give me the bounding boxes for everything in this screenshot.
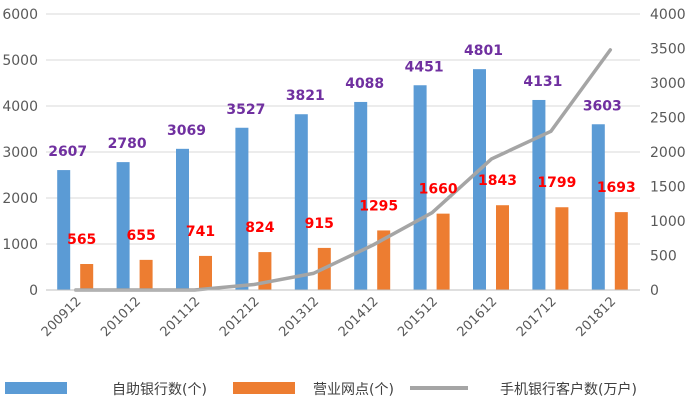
bar — [176, 148, 189, 290]
bar — [555, 207, 569, 290]
bar — [354, 101, 368, 291]
data-label: 4088 — [345, 76, 384, 92]
data-label: 3603 — [583, 98, 622, 114]
bar-series — [57, 69, 628, 291]
right-y-axis: 0 500 1000 1500 2000 2500 3000 3500 4000 — [650, 7, 686, 299]
data-label: 3821 — [286, 88, 325, 104]
bar — [496, 205, 509, 290]
data-label: 1660 — [419, 182, 458, 198]
data-labels: 2607 2780 3069 3527 3821 4088 4451 4801 4131 3603… — [48, 43, 636, 248]
legend-swatch — [233, 382, 295, 394]
y-right-tick-label: 1000 — [650, 214, 686, 230]
data-label: 565 — [67, 232, 96, 248]
y-left-tick-label: 3000 — [2, 145, 38, 161]
bar — [199, 255, 212, 290]
legend: 自助银行数(个) 营业网点(个) 手机银行客户数(万户) — [5, 381, 637, 398]
x-tick-label: 201712 — [514, 294, 560, 340]
data-label: 741 — [186, 224, 215, 240]
x-tick-label: 201112 — [158, 294, 204, 340]
bar — [413, 85, 427, 290]
x-tick-label: 200912 — [39, 294, 85, 340]
data-label: 655 — [126, 228, 155, 244]
bar — [139, 259, 153, 290]
left-y-axis: 0 1000 2000 3000 4000 5000 6000 — [2, 7, 38, 299]
data-label: 824 — [245, 220, 274, 236]
data-label: 1693 — [597, 180, 636, 196]
y-left-tick-label: 4000 — [2, 99, 38, 115]
y-right-tick-label: 0 — [650, 283, 659, 299]
bar — [294, 114, 308, 290]
bar — [57, 170, 71, 290]
y-left-tick-label: 6000 — [2, 7, 38, 23]
bar — [614, 212, 628, 290]
data-label: 1799 — [537, 175, 576, 191]
x-axis: 200912 201012 201112 201212 201312 201412 2015… — [39, 289, 640, 340]
legend-label: 自助银行数(个) — [112, 382, 207, 398]
y-right-tick-label: 4000 — [650, 7, 686, 23]
bar — [235, 127, 249, 291]
y-left-tick-label: 2000 — [2, 191, 38, 207]
y-left-tick-label: 5000 — [2, 53, 38, 69]
x-tick-label: 201012 — [98, 294, 144, 340]
data-label: 2607 — [48, 144, 87, 160]
bar — [532, 99, 546, 290]
legend-label: 手机银行客户数(万户) — [500, 381, 637, 398]
data-label: 4451 — [405, 59, 444, 75]
bar — [116, 162, 130, 290]
data-label: 915 — [305, 216, 334, 232]
x-tick-label: 201312 — [276, 294, 322, 340]
x-tick-label: 201612 — [455, 294, 501, 340]
data-label: 2780 — [108, 136, 147, 152]
bar — [377, 230, 391, 290]
data-label: 4801 — [464, 43, 503, 59]
x-tick-label: 201412 — [336, 294, 382, 340]
y-left-tick-label: 1000 — [2, 237, 38, 253]
x-tick-label: 201212 — [217, 294, 263, 340]
y-right-tick-label: 3500 — [650, 42, 686, 58]
y-right-tick-label: 2500 — [650, 111, 686, 127]
y-left-tick-label: 0 — [29, 283, 38, 299]
bar — [436, 213, 450, 290]
legend-swatch — [5, 382, 67, 394]
y-right-tick-label: 1500 — [650, 180, 686, 196]
legend-label: 营业网点(个) — [313, 382, 394, 398]
data-label: 1843 — [478, 173, 517, 189]
bar — [80, 264, 94, 290]
y-right-tick-label: 500 — [650, 249, 677, 265]
bar — [591, 124, 605, 291]
bar — [473, 69, 486, 291]
y-right-tick-label: 2000 — [650, 145, 686, 161]
x-tick-label: 201512 — [395, 294, 441, 340]
x-tick-label: 201812 — [573, 294, 619, 340]
data-label: 4131 — [523, 74, 562, 90]
data-label: 3069 — [167, 123, 206, 139]
data-label: 1295 — [359, 198, 398, 214]
data-label: 3527 — [226, 102, 265, 118]
y-right-tick-label: 3000 — [650, 76, 686, 92]
